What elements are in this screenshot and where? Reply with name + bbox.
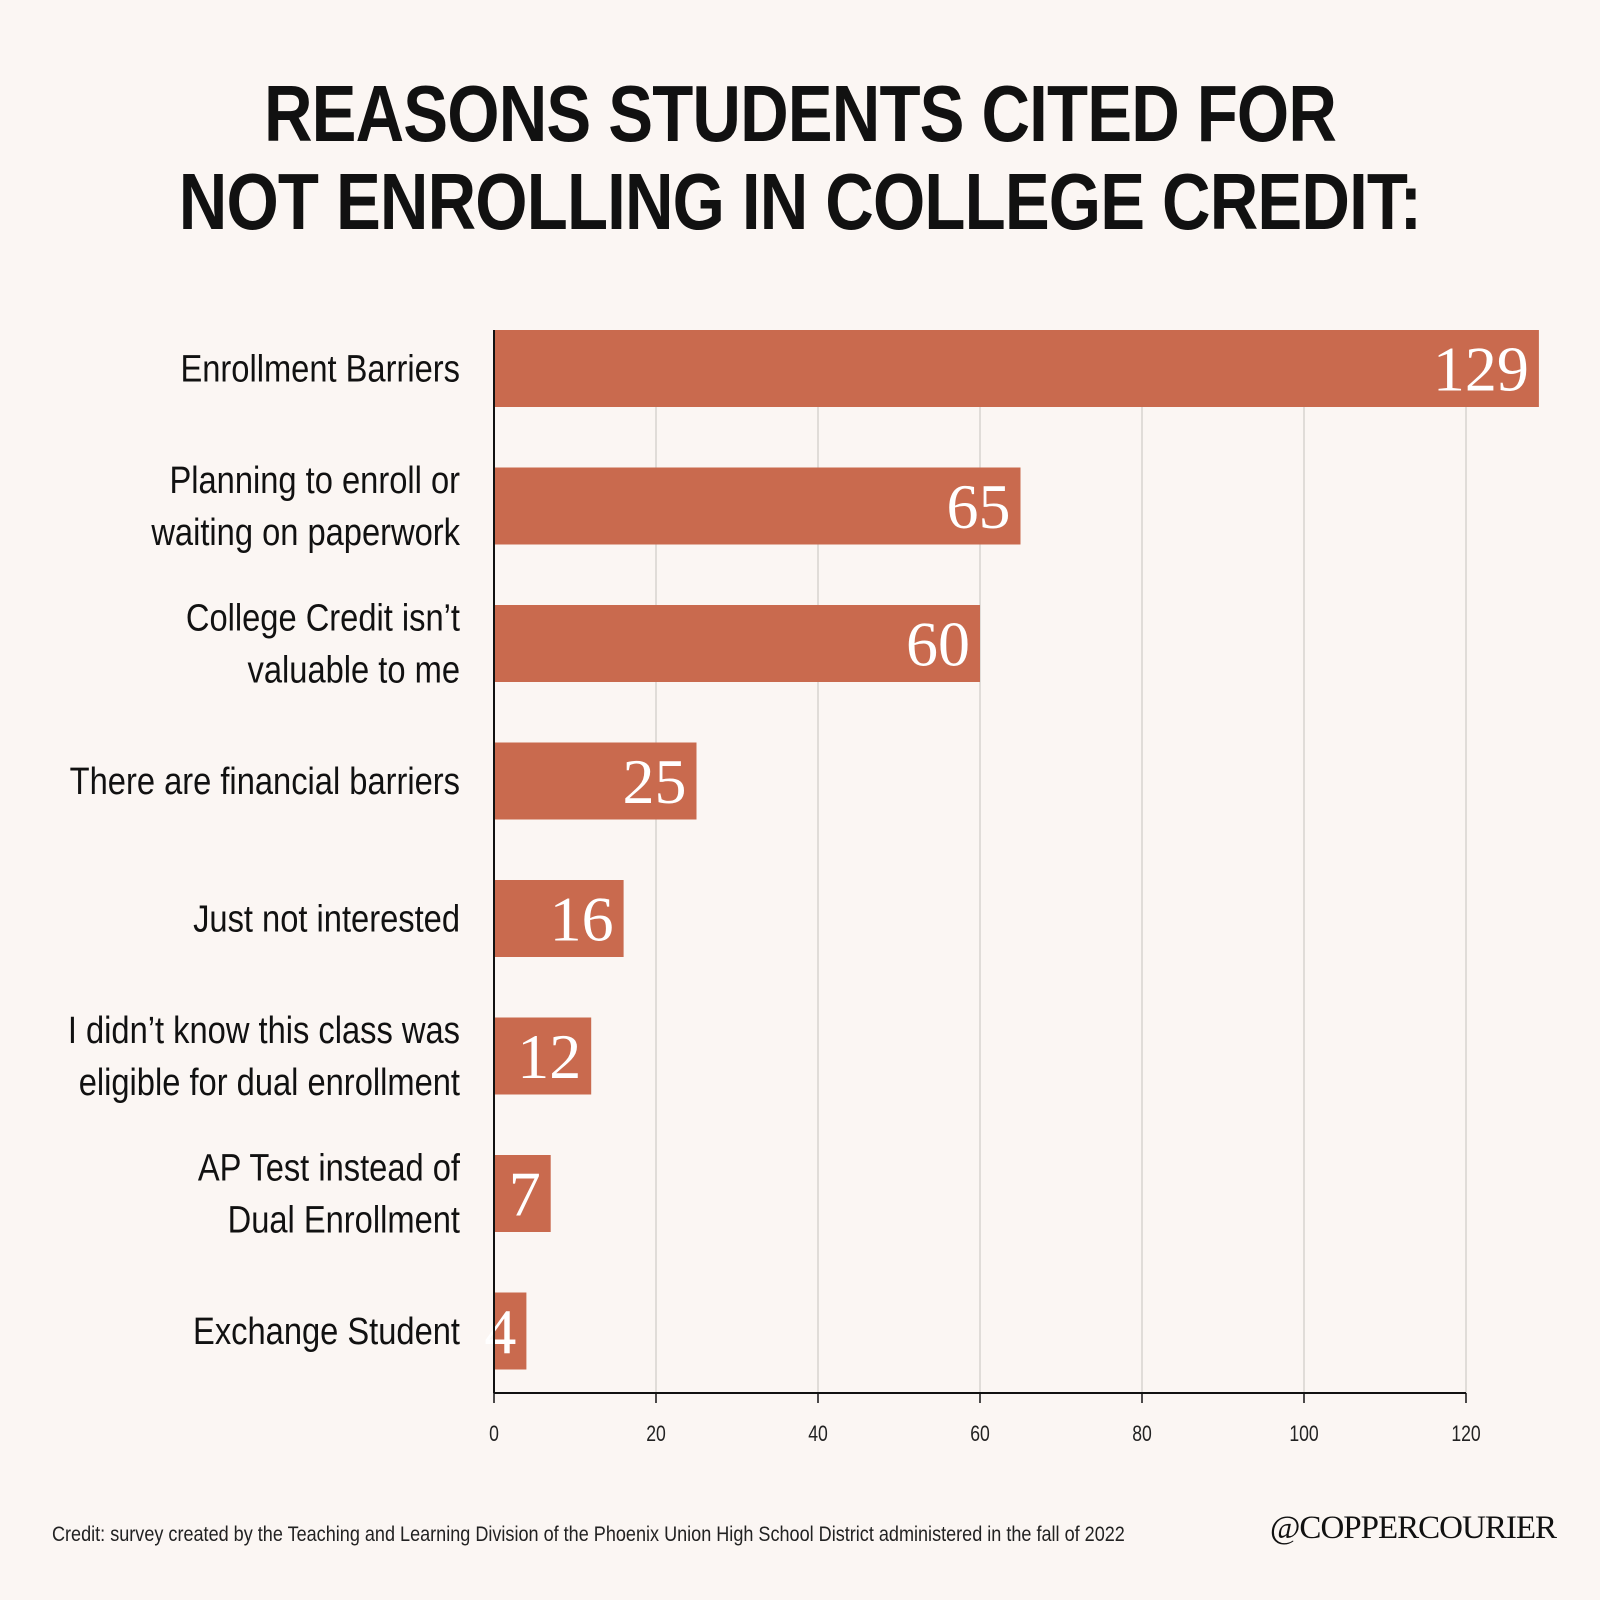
bar-value-label-5: 12 <box>517 1021 581 1092</box>
category-label-5-0: I didn’t know this class was <box>68 1009 460 1052</box>
bar-7 <box>494 1292 527 1370</box>
category-label-6-0: AP Test instead of <box>198 1146 460 1189</box>
category-label-2-1: valuable to me <box>248 648 460 691</box>
bar-4 <box>494 880 624 957</box>
category-label-6-1: Dual Enrollment <box>228 1198 461 1241</box>
x-tick-label-60: 60 <box>970 1422 990 1446</box>
bar-chart: 129 Enrollment Barriers 65 Planning to enro… <box>68 330 1539 1447</box>
bar-value-label-7: 4 <box>484 1296 516 1367</box>
bar-3 <box>494 742 697 820</box>
category-label-2-0: College Credit isn’t <box>186 596 460 639</box>
category-label-1-0: Planning to enroll or <box>169 459 460 502</box>
category-label-3-0: There are financial barriers <box>70 760 460 803</box>
bar-2 <box>494 605 980 682</box>
bar-0 <box>494 330 1539 407</box>
x-tick-label-40: 40 <box>808 1422 828 1446</box>
brand-logo[interactable]: @COPPERCOURIER <box>1270 1510 1557 1546</box>
bar-1 <box>494 467 1021 545</box>
bar-5 <box>494 1017 592 1095</box>
bar-value-label-2: 60 <box>906 609 970 680</box>
bar-value-label-4: 16 <box>550 884 614 955</box>
bar-value-label-1: 65 <box>947 471 1011 542</box>
bar-value-label-0: 129 <box>1433 334 1529 405</box>
bar-value-label-3: 25 <box>623 746 687 817</box>
category-label-1-1: waiting on paperwork <box>150 511 460 554</box>
x-tick-label-120: 120 <box>1451 1422 1480 1446</box>
category-label-7-0: Exchange Student <box>193 1310 460 1353</box>
bar-6 <box>494 1155 551 1232</box>
category-label-4-0: Just not interested <box>193 897 460 940</box>
category-label-5-1: eligible for dual enrollment <box>79 1061 460 1104</box>
bar-value-label-6: 7 <box>509 1159 541 1230</box>
x-tick-label-80: 80 <box>1132 1422 1152 1446</box>
x-tick-label-100: 100 <box>1289 1422 1318 1446</box>
chart-title-line-2: NOT ENROLLING IN COLLEGE CREDIT: <box>178 157 1422 246</box>
x-tick-label-0: 0 <box>489 1422 499 1446</box>
source-credit: Credit: survey created by the Teaching a… <box>52 1523 1125 1546</box>
chart-title: REASONS STUDENTS CITED FOR NOT ENROLLING… <box>128 70 1472 246</box>
chart-title-line-1: REASONS STUDENTS CITED FOR <box>263 69 1337 158</box>
category-label-0-0: Enrollment Barriers <box>180 347 460 390</box>
x-tick-label-20: 20 <box>646 1422 666 1446</box>
